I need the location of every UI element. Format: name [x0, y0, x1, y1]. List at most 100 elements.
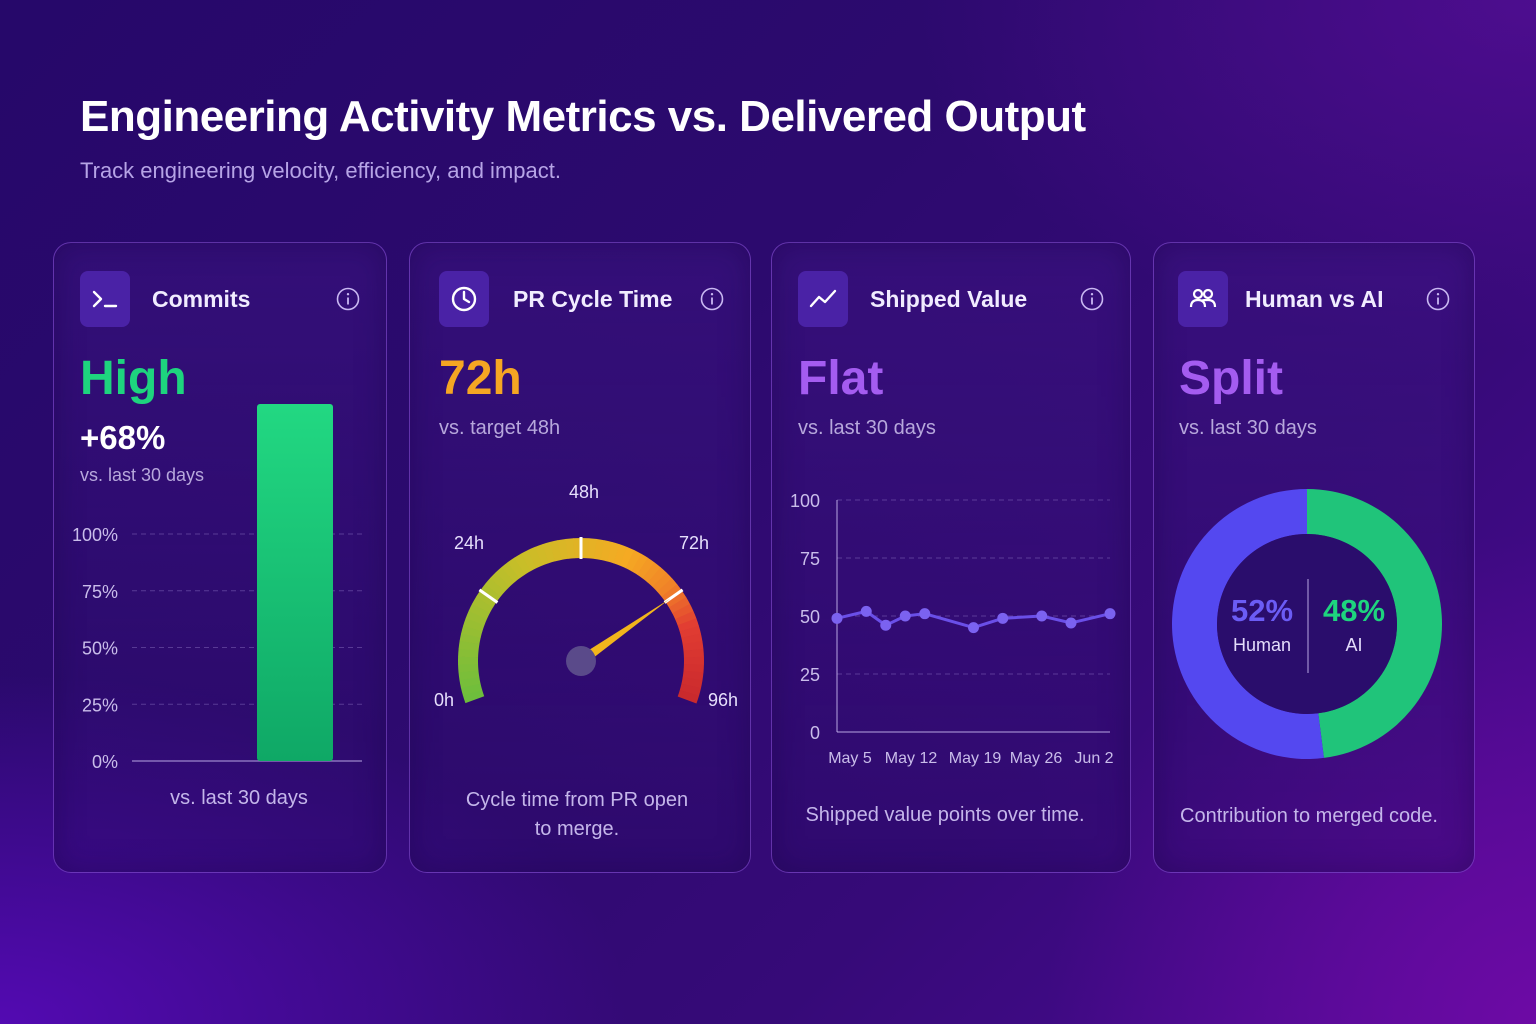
gauge-arc-segment	[542, 541, 556, 564]
contribution-donut	[1171, 489, 1442, 759]
series-line	[836, 609, 1111, 630]
gauge-arc-segment	[672, 603, 694, 620]
data-point	[860, 605, 872, 617]
human-ai-compare: vs. last 30 days	[1179, 417, 1317, 439]
gauge-label: 0h	[434, 690, 454, 710]
cycle-time-gauge: 0h 24h 48h 72h 96h	[434, 482, 738, 710]
gauge-label: 24h	[454, 533, 484, 553]
gauge-arc-segment	[520, 549, 537, 572]
gauge-label: 72h	[679, 533, 709, 553]
info-icon[interactable]	[700, 287, 724, 311]
gauge-arc-segment	[657, 578, 678, 597]
page-title: Engineering Activity Metrics vs. Deliver…	[80, 92, 1086, 141]
gauge-arc-segment	[675, 610, 697, 626]
gauge-arc-segment	[677, 618, 699, 632]
y-tick-label: 100%	[72, 525, 118, 545]
gauge-arc-segment	[507, 557, 526, 579]
info-icon[interactable]	[1426, 287, 1450, 311]
gauge-arc-segment	[647, 567, 667, 588]
gauge-arc-segment	[642, 562, 661, 583]
data-point	[1104, 608, 1116, 620]
gauge-arc-segment	[668, 597, 691, 614]
gauge-arc-segment	[534, 544, 549, 566]
gauge-arc-segment	[468, 603, 490, 620]
gauge-arc-segment	[652, 572, 673, 592]
data-point	[1036, 610, 1048, 622]
gauge-arc-segment	[458, 670, 480, 681]
gauge-arc-segment	[459, 632, 481, 645]
human-pct: 52%	[1230, 593, 1294, 628]
pr-cycle-caption: Cycle time from PR open to merge.	[410, 786, 744, 844]
gauge-arc-segment	[679, 625, 701, 639]
gauge-arc-segment	[458, 640, 480, 651]
gauge-arc-segment	[461, 625, 483, 638]
gauge-arc-segment	[682, 670, 704, 681]
commits-card-header: Commits	[80, 271, 360, 327]
info-icon[interactable]	[336, 287, 360, 311]
gauge-arc-segment	[679, 683, 702, 696]
y-tick-label: 0	[810, 723, 820, 743]
shipped-value-card: Shipped Value Flat vs. last 30 days 100 7…	[771, 242, 1131, 873]
data-point	[1065, 617, 1077, 629]
y-tick-label: 25%	[82, 695, 118, 715]
gauge-arc-segment	[484, 577, 506, 597]
y-tick-label: 50	[800, 607, 820, 627]
clock-icon	[439, 271, 489, 327]
data-point	[899, 610, 911, 622]
shipped-caption: Shipped value points over time.	[805, 804, 1085, 826]
gauge-arc-segment	[514, 553, 531, 575]
shipped-card-header: Shipped Value	[798, 271, 1104, 327]
commits-title: Commits	[152, 286, 251, 312]
y-tick-label: 100	[790, 491, 820, 511]
y-tick-label: 50%	[82, 639, 118, 659]
shipped-compare: vs. last 30 days	[798, 417, 936, 439]
commits-bar-chart: 100% 75% 50% 25% 0%	[72, 404, 362, 772]
gauge-arc-segment	[613, 544, 628, 566]
commits-card: Commits High +68% vs. last 30 days 100% 7…	[53, 242, 387, 873]
gauge-arc-segment	[490, 572, 510, 592]
pr-cycle-caption-line1: Cycle time from PR open	[465, 789, 689, 811]
gauge-arc-segment	[463, 617, 485, 632]
gauge-label: 48h	[569, 482, 599, 502]
gauge-tick	[478, 588, 499, 604]
info-icon[interactable]	[1080, 287, 1104, 311]
shipped-title: Shipped Value	[870, 286, 1028, 312]
human-ai-card: Human vs AI Split vs. last 30 days 52% H…	[1153, 242, 1475, 873]
data-point	[831, 612, 843, 624]
y-tick-label: 75	[800, 549, 820, 569]
terminal-icon	[80, 271, 130, 327]
gauge-arc-segment	[460, 683, 483, 696]
gauge-arc-segment	[600, 540, 613, 562]
ai-slice	[1307, 489, 1442, 758]
gauge-arc-segment	[619, 546, 635, 569]
data-point	[919, 608, 931, 620]
y-tick-label: 75%	[82, 582, 118, 602]
gauge-arc-segment	[637, 557, 655, 579]
y-tick-label: 0%	[92, 752, 118, 772]
gauge-arc-segment	[587, 538, 598, 559]
users-icon	[1178, 271, 1228, 327]
gauge-arc-segment	[565, 538, 575, 559]
shipped-status: Flat	[798, 352, 884, 405]
x-tick-label: Jun 2	[1074, 750, 1113, 767]
human-ai-caption: Contribution to merged code.	[1180, 805, 1438, 827]
x-tick-label: May 12	[885, 750, 938, 767]
gauge-arc-segment	[501, 562, 520, 583]
split-divider	[1307, 579, 1309, 673]
human-slice	[1171, 489, 1324, 759]
trend-line-icon	[798, 271, 848, 327]
gauge-arc-segment	[625, 550, 642, 572]
gauge-arc-segment	[557, 538, 569, 560]
gauge-arc-segment	[631, 553, 649, 575]
human-label: Human	[1232, 635, 1292, 655]
ai-pct: 48%	[1322, 593, 1386, 628]
human-ai-title: Human vs AI	[1245, 286, 1384, 312]
pr-cycle-card-header: PR Cycle Time	[436, 271, 724, 327]
gauge-arc-segment	[607, 542, 621, 564]
x-tick-label: May 26	[1010, 750, 1063, 767]
donut-hole	[1217, 534, 1397, 714]
gauge-arc-segment	[458, 648, 479, 658]
commits-delta: +68%	[80, 419, 166, 456]
gauge-arc-segment	[549, 540, 562, 562]
gauge-arc-segment	[677, 689, 700, 704]
